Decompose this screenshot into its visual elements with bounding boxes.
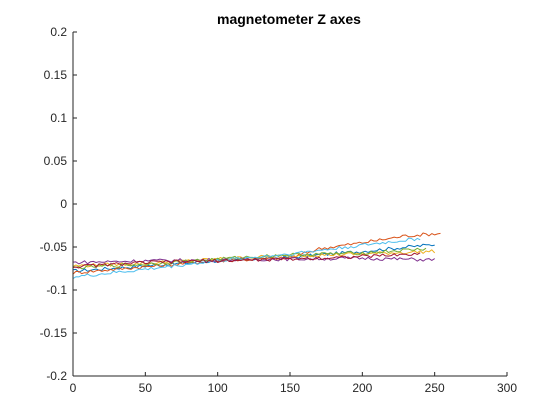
y-tick-label: 0.05 <box>44 154 68 168</box>
y-tick-label: 0.2 <box>50 25 67 39</box>
y-tick-label: 0 <box>60 197 67 211</box>
y-tick-label: 0.1 <box>50 111 67 125</box>
x-tick-label: 250 <box>425 381 445 395</box>
x-tick-label: 50 <box>139 381 153 395</box>
y-tick-label: -0.05 <box>40 240 68 254</box>
x-tick-label: 300 <box>497 381 517 395</box>
y-tick-label: -0.15 <box>40 326 68 340</box>
series-line-7 <box>72 252 421 269</box>
x-tick-label: 200 <box>352 381 372 395</box>
chart-title: magnetometer Z axes <box>217 11 361 27</box>
y-tick-label: -0.1 <box>46 283 67 297</box>
series-line-6 <box>72 237 421 280</box>
x-tick-label: 0 <box>70 381 77 395</box>
y-tick-label: -0.2 <box>46 369 67 383</box>
x-tick-label: 100 <box>208 381 228 395</box>
x-tick-label: 150 <box>280 381 300 395</box>
y-tick-label: 0.15 <box>44 68 68 82</box>
series-line-2 <box>72 232 441 275</box>
